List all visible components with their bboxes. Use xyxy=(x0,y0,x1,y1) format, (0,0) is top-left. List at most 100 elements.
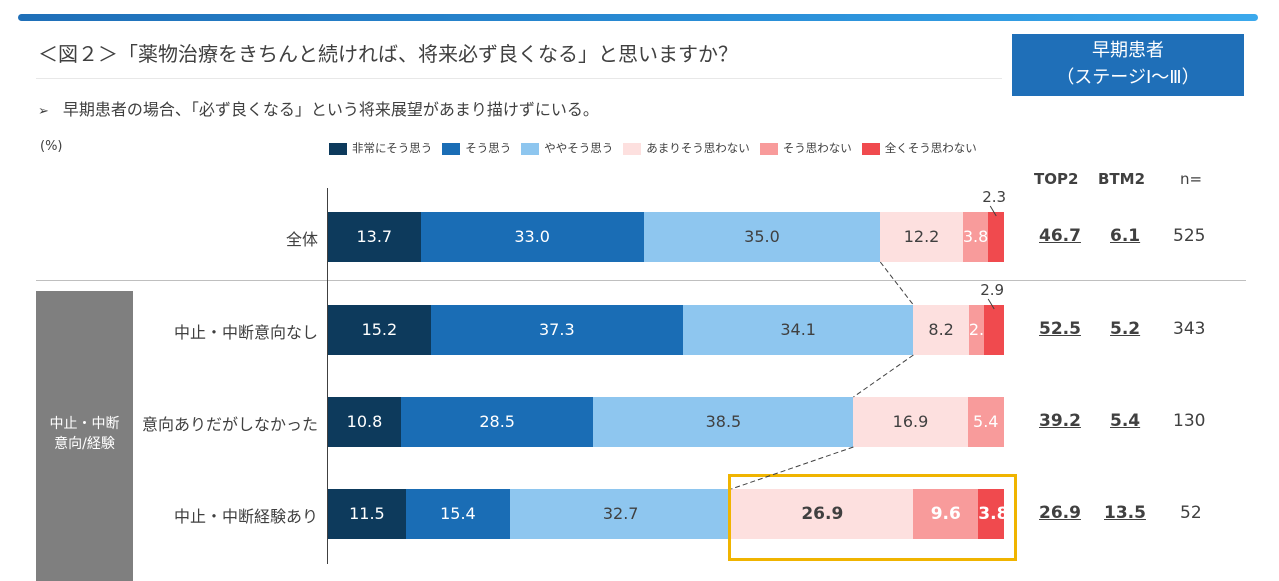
legend-item: そう思う xyxy=(442,140,511,156)
legend-label: ややそう思う xyxy=(544,141,614,155)
bar-segment xyxy=(984,305,1004,355)
top2-value: 26.9 xyxy=(1039,503,1081,523)
col-header-top2: TOP2 xyxy=(1034,170,1079,188)
legend-label: あまりそう思わない xyxy=(646,141,750,155)
subtitle-text: 早期患者の場合、「必ず良くなる」という将来展望があまり描けずにいる。 xyxy=(62,100,599,119)
legend-label: 全くそう思わない xyxy=(884,141,977,155)
legend-item: そう思わない xyxy=(759,140,852,156)
bar-segment: 8.2 xyxy=(913,305,969,355)
bar-value-label: 34.1 xyxy=(780,320,816,339)
bar-value-label: 9.6 xyxy=(930,504,961,524)
bar-value-label: 28.5 xyxy=(479,412,515,431)
bar-value-label: 16.9 xyxy=(892,412,929,431)
title-divider xyxy=(36,78,1002,79)
n-value: 525 xyxy=(1173,226,1206,246)
legend-label: そう思わない xyxy=(782,141,852,155)
bar-segment: 33.0 xyxy=(420,212,644,262)
bar-value-label: 3.8 xyxy=(978,504,1009,524)
bar-value-label: 33.0 xyxy=(514,227,550,246)
row-label: 中止・中断経験あり xyxy=(173,507,318,526)
legend-swatch xyxy=(861,142,880,155)
bar-segment: 3.8 xyxy=(962,212,989,262)
bar-value-label: 32.7 xyxy=(602,504,639,523)
side-group-box: 中止・中断 意向/経験 xyxy=(36,291,133,581)
group-separator xyxy=(36,280,1246,281)
bar-value-label: 10.8 xyxy=(346,412,383,431)
top2-value: 39.2 xyxy=(1039,411,1081,431)
legend-swatch xyxy=(759,142,778,155)
bar-segment: 3.8 xyxy=(978,489,1008,539)
connector-line xyxy=(731,446,854,490)
n-value: 343 xyxy=(1173,319,1206,339)
bar-segment: 32.7 xyxy=(510,489,732,539)
bar-value-label: 15.4 xyxy=(440,504,476,523)
callout-pointer xyxy=(987,298,995,310)
bar-value-label: 12.2 xyxy=(903,227,940,246)
legend-item: 非常にそう思う xyxy=(329,140,432,156)
btm2-value: 6.1 xyxy=(1110,226,1141,246)
bar-value-label: 13.7 xyxy=(356,227,393,246)
bar-value-callout: 2.9 xyxy=(980,281,1005,299)
bar-segment: 37.3 xyxy=(430,305,683,355)
col-header-btm2: BTM2 xyxy=(1098,170,1146,188)
legend-label: 非常にそう思う xyxy=(352,141,433,155)
bar-segment: 13.7 xyxy=(328,212,421,262)
page-title: ＜図２＞「薬物治療をきちんと続ければ、将来必ず良くなる」と思いますか？ xyxy=(38,42,738,66)
bar-segment: 12.2 xyxy=(880,212,963,262)
bar-segment: 16.9 xyxy=(853,397,968,447)
bar-segment: 9.6 xyxy=(913,489,979,539)
btm2-value: 13.5 xyxy=(1104,503,1146,523)
bar-segment: 10.8 xyxy=(328,397,401,447)
n-value: 130 xyxy=(1173,411,1206,431)
btm2-value: 5.4 xyxy=(1110,411,1141,431)
connector-line xyxy=(853,354,914,398)
bar-segment: 34.1 xyxy=(682,305,914,355)
legend-label: そう思う xyxy=(465,141,512,155)
bullet-arrow-icon: ➢ xyxy=(38,104,49,119)
legend-item: 全くそう思わない xyxy=(861,140,977,156)
unit-label: (%) xyxy=(40,139,63,154)
bar-value-label: 5.4 xyxy=(973,412,999,431)
top-accent-bar xyxy=(18,14,1258,21)
bar-value-label: 37.3 xyxy=(539,320,575,339)
connector-line xyxy=(879,261,914,306)
legend-swatch xyxy=(521,142,540,155)
legend-item: あまりそう思わない xyxy=(623,140,750,156)
bar-value-label: 38.5 xyxy=(705,412,742,431)
side-group-label-line1: 中止・中断 xyxy=(49,416,120,432)
bar-segment: 28.5 xyxy=(400,397,594,447)
bar-segment: 38.5 xyxy=(593,397,854,447)
legend-swatch xyxy=(442,142,461,155)
chart-legend: 非常にそう思う そう思う ややそう思う あまりそう思わない そう思わない 全くそう思わない xyxy=(329,140,987,156)
bar-segment: 26.9 xyxy=(731,489,914,539)
btm2-value: 5.2 xyxy=(1110,319,1141,339)
bar-value-label: 3.8 xyxy=(962,227,989,246)
bar-segment: 11.5 xyxy=(328,489,406,539)
callout-pointer xyxy=(989,205,997,217)
bar-value-label: 26.9 xyxy=(801,504,844,524)
top2-value: 52.5 xyxy=(1039,319,1081,339)
chart-axis xyxy=(327,188,328,564)
bar-value-label: 8.2 xyxy=(928,320,954,339)
n-value: 52 xyxy=(1180,503,1202,523)
bar-value-label: 35.0 xyxy=(744,227,780,246)
bar-segment: 5.4 xyxy=(967,397,1004,447)
badge-line1: 早期患者 xyxy=(1092,40,1164,61)
bar-segment xyxy=(988,212,1004,262)
top2-value: 46.7 xyxy=(1039,226,1081,246)
legend-swatch xyxy=(329,142,347,155)
row-label: 中止・中断意向なし xyxy=(173,323,318,342)
row-label: 全体 xyxy=(285,230,318,249)
highlight-box xyxy=(728,474,1017,561)
bar-segment: 15.2 xyxy=(328,305,431,355)
patient-group-badge: 早期患者 （ステージⅠ～Ⅲ） xyxy=(1012,34,1244,96)
bar-value-label: 15.2 xyxy=(361,320,398,339)
bar-segment: 35.0 xyxy=(643,212,881,262)
badge-line2: （ステージⅠ～Ⅲ） xyxy=(1056,67,1200,88)
bar-value-callout: 2.3 xyxy=(982,188,1007,206)
bar-value-label: 11.5 xyxy=(349,504,385,523)
row-label: 意向ありだがしなかった xyxy=(141,415,318,434)
legend-item: ややそう思う xyxy=(521,140,613,156)
col-header-n: n= xyxy=(1180,170,1203,188)
